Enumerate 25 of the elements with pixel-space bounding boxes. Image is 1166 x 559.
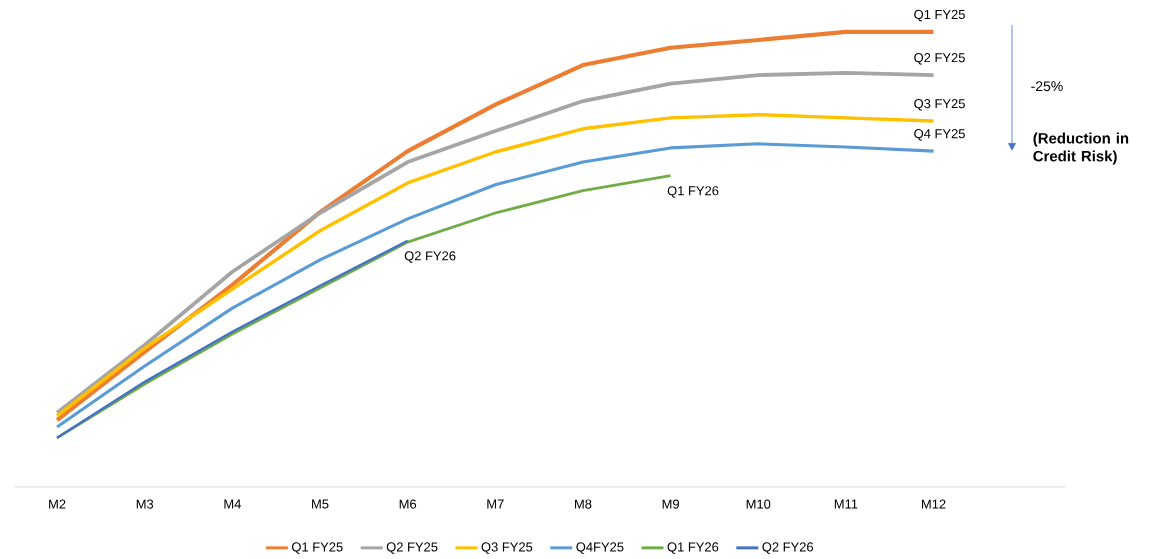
legend-label: Q1 FY26 bbox=[667, 542, 719, 554]
legend-label: Q4FY25 bbox=[576, 542, 624, 554]
x-tick-label: M4 bbox=[224, 499, 241, 509]
x-tick-label: M5 bbox=[312, 499, 329, 509]
legend-label: Q2 FY25 bbox=[386, 542, 438, 554]
x-tick-label: M11 bbox=[834, 499, 858, 509]
annotation: Q3 FY25 bbox=[914, 99, 965, 111]
annotation: Q2 FY25 bbox=[914, 53, 965, 65]
x-tick-label: M8 bbox=[575, 499, 592, 509]
text: -25% bbox=[1031, 81, 1063, 92]
x-tick-label: M2 bbox=[49, 499, 66, 509]
annotation: Q1 FY26 bbox=[667, 186, 719, 198]
x-tick-label: M6 bbox=[399, 499, 417, 509]
legend-label: Q1 FY25 bbox=[291, 542, 343, 554]
text: (Reduction in Credit Risk) bbox=[1033, 132, 1129, 165]
x-tick-label: M3 bbox=[136, 499, 154, 509]
legend-label: Q3 FY25 bbox=[481, 542, 533, 554]
x-tick-label: M7 bbox=[487, 499, 504, 509]
legend-label: Q2 FY26 bbox=[762, 542, 814, 554]
x-tick-label: M12 bbox=[922, 499, 946, 509]
annotation: Q2 FY26 bbox=[404, 251, 456, 263]
annotation: Q1 FY25 bbox=[914, 9, 965, 22]
x-tick-label: M10 bbox=[746, 499, 771, 509]
annotation: Q4 FY25 bbox=[914, 129, 965, 141]
x-tick-label: M9 bbox=[662, 499, 679, 509]
